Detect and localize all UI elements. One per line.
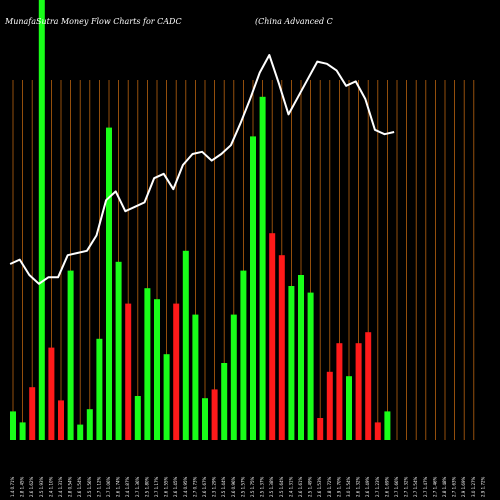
- bar-outflow: [336, 343, 343, 440]
- money-flow-bars: [10, 0, 391, 441]
- tick-label: 2.5 1.93%: [39, 476, 44, 497]
- bar-inflow: [96, 338, 103, 440]
- bar-outflow: [355, 343, 362, 440]
- bar-outflow: [29, 387, 36, 440]
- tick-label: 2.7 1.54%: [413, 476, 418, 497]
- tick-label: 2.6 1.54%: [77, 476, 82, 497]
- chart-subtitle: (China Advanced C: [255, 17, 333, 26]
- tick-label: 2.5 1.56%: [87, 476, 92, 497]
- x-axis-tick-labels: 1.4 0.71% 2.8 1.45% 2.6 1.62% 2.5 1.93% 2.4 …: [10, 476, 485, 497]
- tick-label: 2.6 1.45%: [173, 476, 178, 497]
- bar-outflow: [374, 422, 381, 440]
- tick-label: 2.7 1.47%: [423, 476, 428, 497]
- bar-inflow: [67, 270, 74, 440]
- bar-inflow: [202, 398, 208, 440]
- tick-label: 2.7 1.17%: [154, 476, 159, 497]
- tick-label: 2.5 1.38%: [269, 476, 274, 497]
- tick-label: 2.9 1.72%: [480, 476, 485, 497]
- tick-label: 2.5 1.49%: [308, 476, 313, 497]
- tick-label: 2.7 1.32%: [404, 476, 409, 497]
- tick-label: 2.7 1.46%: [432, 476, 437, 497]
- bar-inflow: [163, 354, 170, 440]
- bar-inflow: [144, 288, 151, 440]
- bar-inflow: [134, 396, 141, 440]
- bar-outflow: [173, 303, 180, 440]
- tick-label: 2.5 1.80%: [144, 476, 149, 497]
- bar-outflow: [211, 389, 218, 440]
- tick-label: 2.4 0.95%: [183, 476, 188, 497]
- tick-label: 2.6 1.74%: [116, 476, 121, 497]
- tick-label: 2.6 1.69%: [384, 476, 389, 497]
- bar-outflow: [365, 332, 372, 440]
- bar-inflow: [192, 314, 199, 440]
- tick-label: 2.7 1.06%: [106, 476, 111, 497]
- tick-label: 2.6 1.49%: [365, 476, 370, 497]
- bar-inflow: [221, 363, 228, 440]
- bar-inflow: [346, 376, 352, 440]
- tick-label: 2.6 1.55%: [164, 476, 169, 497]
- tick-label: 2.6 1.67%: [202, 476, 207, 497]
- tick-label: 2.8 1.48%: [442, 476, 447, 497]
- tick-label: 2.7 1.63%: [452, 476, 457, 497]
- tick-label: 2.6 0.96%: [231, 476, 236, 497]
- bar-inflow: [10, 411, 16, 440]
- bar-outflow: [48, 347, 55, 440]
- tick-label: 2.6 1.61%: [298, 476, 303, 497]
- tick-label: 2.4 1.31%: [288, 476, 293, 497]
- tick-label: 2.6 1.62%: [29, 476, 34, 497]
- tick-label: 2.3 1.29%: [212, 476, 217, 497]
- tick-label: 3.0 1.27%: [471, 476, 476, 497]
- tick-label: 2.5 1.44%: [221, 476, 226, 497]
- tick-label: 2.8 1.72%: [327, 476, 332, 497]
- tick-label: 2.8 1.45%: [20, 476, 25, 497]
- tick-label: 2.4 1.10%: [48, 476, 53, 497]
- bar-outflow: [269, 233, 276, 440]
- tick-label: 2.7 1.66%: [394, 476, 399, 497]
- tick-label: 1.4 0.71%: [10, 476, 15, 497]
- tick-label: 2.5 1.57%: [240, 476, 245, 497]
- tick-label: 2.9 1.69%: [461, 476, 466, 497]
- bar-outflow: [317, 418, 324, 440]
- bar-inflow: [230, 314, 237, 440]
- tick-label: 3.0 1.54%: [346, 476, 351, 497]
- tick-label: 2.6 1.53%: [317, 476, 322, 497]
- tick-label: 2.5 1.37%: [260, 476, 265, 497]
- bar-outflow: [125, 303, 132, 440]
- tick-label: 2.9 1.70%: [336, 476, 341, 497]
- tick-label: 2.6 1.32%: [356, 476, 361, 497]
- bar-inflow: [106, 127, 112, 440]
- bar-inflow: [77, 424, 84, 440]
- tick-label: 2.7 1.36%: [135, 476, 140, 497]
- bar-outflow: [326, 371, 333, 440]
- bar-inflow: [384, 411, 391, 440]
- bar-inflow: [259, 96, 266, 441]
- tick-label: 2.4 1.31%: [58, 476, 63, 497]
- tick-label: 2.5 1.64%: [279, 476, 284, 497]
- bar-inflow: [307, 292, 314, 440]
- bar-inflow: [298, 275, 304, 440]
- bar-inflow: [154, 299, 160, 440]
- bar-inflow: [86, 409, 93, 440]
- tick-label: 2.8 0.54%: [68, 476, 73, 497]
- tick-label: 2.7 0.73%: [192, 476, 197, 497]
- tick-label: 2.5 1.75%: [250, 476, 255, 497]
- bar-inflow: [182, 250, 189, 440]
- chart-title: MunafaSutra Money Flow Charts for CADC: [4, 17, 182, 26]
- bar-inflow: [19, 422, 26, 440]
- bar-inflow: [38, 0, 45, 440]
- bar-inflow: [250, 136, 256, 440]
- tick-label: 2.7 1.12%: [96, 476, 101, 497]
- bar-inflow: [288, 286, 295, 440]
- price-trend-line: [9, 54, 395, 285]
- bar-inflow: [240, 270, 247, 440]
- bar-inflow: [115, 261, 122, 440]
- tick-label: 2.4 1.87%: [125, 476, 130, 497]
- tick-label: 2.7 1.23%: [375, 476, 380, 497]
- bar-outflow: [278, 255, 285, 440]
- bar-outflow: [58, 400, 64, 440]
